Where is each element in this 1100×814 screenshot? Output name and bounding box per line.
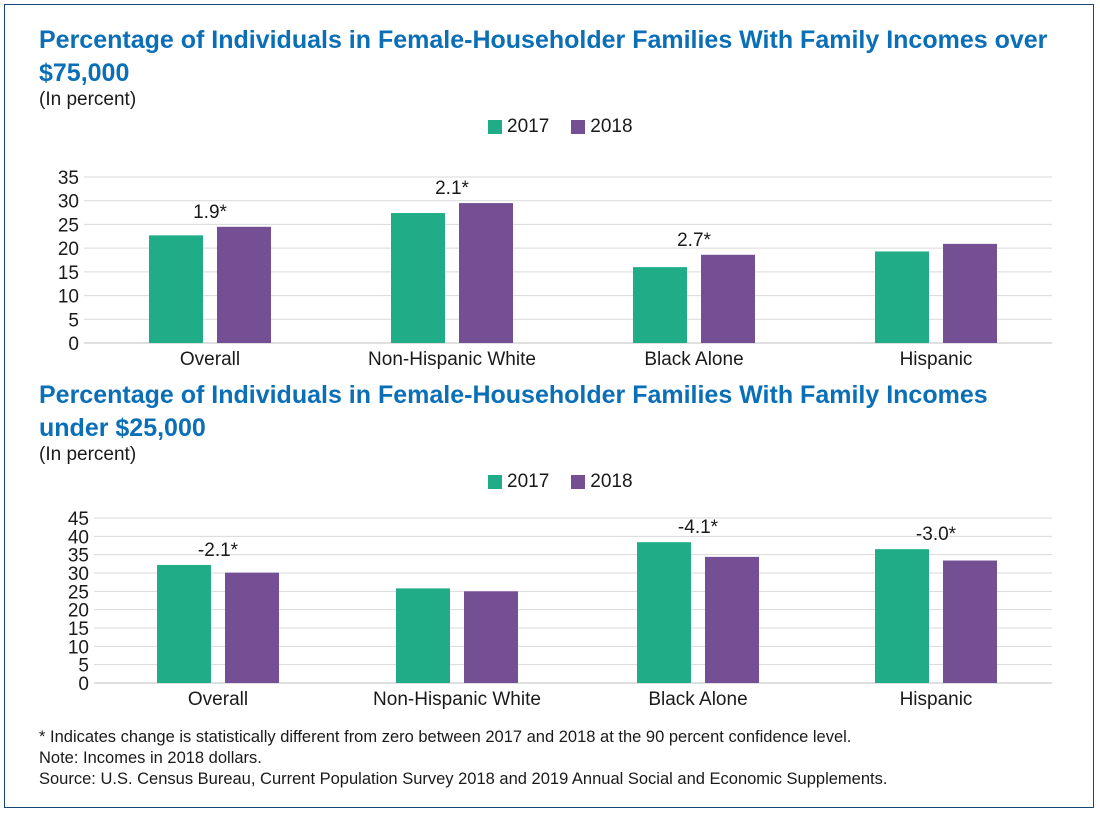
figure-frame: [4, 4, 1094, 808]
y-tick-label: 0: [68, 334, 79, 355]
y-tick-label: 10: [68, 637, 89, 658]
legend-swatch-2017: [488, 475, 502, 489]
chart-2-legend: 2017 2018: [488, 471, 655, 493]
y-tick-label: 25: [58, 215, 79, 236]
legend-label-2017: 2017: [507, 471, 550, 492]
bar-2017-overall: [157, 564, 211, 683]
change-annotation: 2.1*: [435, 178, 469, 199]
legend-swatch-2018: [571, 475, 586, 489]
legend-item-2017: 2017: [488, 471, 549, 493]
chart-1-subtitle: (In percent): [39, 89, 137, 110]
bar-2018-overall: [217, 226, 271, 343]
change-annotation: 1.9*: [193, 202, 227, 223]
x-category-label: Black Alone: [648, 689, 747, 710]
legend-item-2017: 2017: [488, 116, 549, 138]
y-tick-label: 20: [58, 239, 79, 260]
y-tick-label: 45: [68, 509, 89, 530]
bar-2017-overall: [149, 235, 203, 343]
legend-swatch-2017: [488, 120, 502, 134]
chart-2-title: Percentage of Individuals in Female-Hous…: [39, 381, 988, 442]
y-tick-label: 15: [58, 263, 79, 284]
change-annotation: 2.7*: [677, 230, 711, 251]
bar-2018-overall: [225, 572, 279, 683]
legend-label-2017: 2017: [507, 116, 550, 137]
chart-1-plot: 051015202530351.9*Overall2.1*Non-Hispani…: [58, 168, 1052, 370]
legend-item-2018: 2018: [571, 116, 633, 138]
legend-item-2018: 2018: [571, 471, 633, 493]
x-category-label: Hispanic: [900, 689, 973, 710]
y-tick-label: 30: [68, 564, 89, 585]
legend-label-2018: 2018: [590, 471, 633, 492]
bar-2017-hispanic: [875, 251, 929, 343]
footnotes: * Indicates change is statistically diff…: [39, 727, 887, 790]
change-annotation: -2.1*: [198, 540, 239, 561]
bar-2018-hispanic: [943, 243, 997, 343]
y-tick-label: 30: [58, 192, 79, 213]
y-tick-label: 5: [68, 310, 79, 331]
y-tick-label: 35: [58, 168, 79, 189]
bar-2017-non-hispanic-white: [396, 588, 450, 683]
x-category-label: Hispanic: [900, 349, 973, 370]
change-annotation: -3.0*: [916, 524, 957, 545]
x-category-label: Non-Hispanic White: [368, 349, 536, 370]
source-note: Source: U.S. Census Bureau, Current Popu…: [39, 770, 888, 788]
chart-2-subtitle: (In percent): [39, 444, 137, 465]
y-tick-label: 35: [68, 546, 89, 567]
change-annotation: -4.1*: [678, 517, 719, 538]
chart-1-title: Percentage of Individuals in Female-Hous…: [39, 26, 1048, 87]
y-tick-label: 10: [58, 287, 79, 308]
bar-2017-black-alone: [633, 267, 687, 343]
bar-2018-hispanic: [943, 560, 997, 683]
bar-2017-non-hispanic-white: [391, 213, 445, 343]
y-tick-label: 40: [68, 527, 89, 548]
y-tick-label: 25: [68, 582, 89, 603]
significance-note: * Indicates change is statistically diff…: [39, 728, 852, 746]
dollars-note: Note: Incomes in 2018 dollars.: [39, 749, 262, 767]
x-category-label: Non-Hispanic White: [373, 689, 541, 710]
y-tick-label: 20: [68, 601, 89, 622]
x-category-label: Black Alone: [644, 349, 743, 370]
bar-2018-black-alone: [701, 254, 755, 343]
legend-label-2018: 2018: [590, 116, 633, 137]
y-tick-label: 0: [78, 674, 89, 695]
bar-2017-black-alone: [637, 542, 691, 683]
legend-swatch-2018: [571, 120, 586, 134]
bar-2017-hispanic: [875, 549, 929, 683]
bar-2018-non-hispanic-white: [459, 203, 513, 343]
chart-1-legend: 2017 2018: [488, 116, 655, 138]
y-tick-label: 15: [68, 619, 89, 640]
x-category-label: Overall: [180, 349, 240, 370]
y-tick-label: 5: [78, 656, 89, 677]
bar-2018-black-alone: [705, 556, 759, 683]
bar-2018-non-hispanic-white: [464, 591, 518, 683]
x-category-label: Overall: [188, 689, 248, 710]
